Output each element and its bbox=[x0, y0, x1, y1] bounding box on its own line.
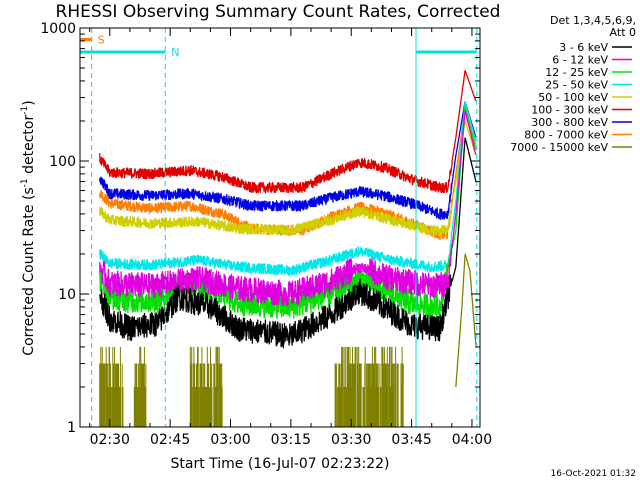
y-axis-label-mid: detector bbox=[21, 115, 37, 179]
x-tick-label-6: 03:45 bbox=[391, 432, 431, 448]
axis-layer: 02:30 02:45 03:00 03:15 03:30 03:45 04:00 1 10 10… bbox=[40, 21, 492, 448]
series-line-300-800-kev bbox=[99, 101, 477, 220]
series-line-25-50-kev bbox=[99, 101, 477, 277]
x-axis-label: Start Time (16-Jul-07 02:23:22) bbox=[170, 456, 389, 472]
y-tick-label-1: 1 bbox=[67, 420, 76, 436]
series-line-50-100-kev bbox=[99, 120, 477, 237]
x-tick-label-1: 02:30 bbox=[90, 432, 130, 448]
series-line-12-25-kev bbox=[99, 105, 477, 320]
legend-header-1: Det 1,3,4,5,6,9, bbox=[550, 14, 636, 27]
s-marker-label: S bbox=[98, 33, 105, 46]
y-axis-label: Corrected Count Rate (s-1 detector-1) bbox=[20, 100, 37, 355]
data-layer bbox=[99, 70, 477, 427]
plot-frame bbox=[79, 27, 481, 428]
series-line-100-300-kev bbox=[99, 70, 477, 194]
legend-label-7: 300 - 800 keV bbox=[531, 116, 608, 129]
x-tick-label-2: 02:45 bbox=[150, 432, 190, 448]
legend-label-2: 6 - 12 keV bbox=[552, 54, 608, 67]
x-tick-label-7: 04:00 bbox=[452, 432, 492, 448]
y-tick-label-2: 10 bbox=[58, 287, 76, 303]
y-axis-label-sup1: -1 bbox=[20, 178, 30, 187]
n-marker-label: N bbox=[171, 46, 179, 59]
y-axis-label-end: ) bbox=[21, 100, 37, 105]
legend-label-9: 7000 - 15000 keV bbox=[510, 141, 608, 154]
legend-header-2: Att 0 bbox=[610, 26, 636, 39]
legend-label-6: 100 - 300 keV bbox=[531, 104, 608, 117]
y-axis-label-sup2: -1 bbox=[20, 106, 30, 115]
legend-label-8: 800 - 7000 keV bbox=[524, 129, 608, 142]
legend-label-4: 25 - 50 keV bbox=[545, 79, 608, 92]
y-axis-label-main: Corrected Count Rate (s bbox=[21, 187, 37, 355]
y-tick-label-4: 1000 bbox=[40, 21, 76, 37]
x-tick-label-5: 03:30 bbox=[331, 432, 371, 448]
legend-label-1: 3 - 6 keV bbox=[559, 41, 608, 54]
series-line-6-12-kev bbox=[99, 110, 477, 307]
legend-label-3: 12 - 25 keV bbox=[545, 66, 608, 79]
series-line-7000-15000-kev bbox=[455, 253, 477, 388]
legend-label-5: 50 - 100 keV bbox=[538, 91, 608, 104]
x-tick-label-3: 03:00 bbox=[210, 432, 250, 448]
series-line-3-6-kev bbox=[99, 137, 477, 349]
chart-title: RHESSI Observing Summary Count Rates, Co… bbox=[56, 2, 501, 22]
x-tick-label-4: 03:15 bbox=[271, 432, 311, 448]
y-tick-label-3: 100 bbox=[49, 154, 76, 170]
series-line-background-noise bbox=[99, 346, 404, 427]
footer-timestamp: 16-Oct-2021 01:32 bbox=[551, 469, 636, 479]
